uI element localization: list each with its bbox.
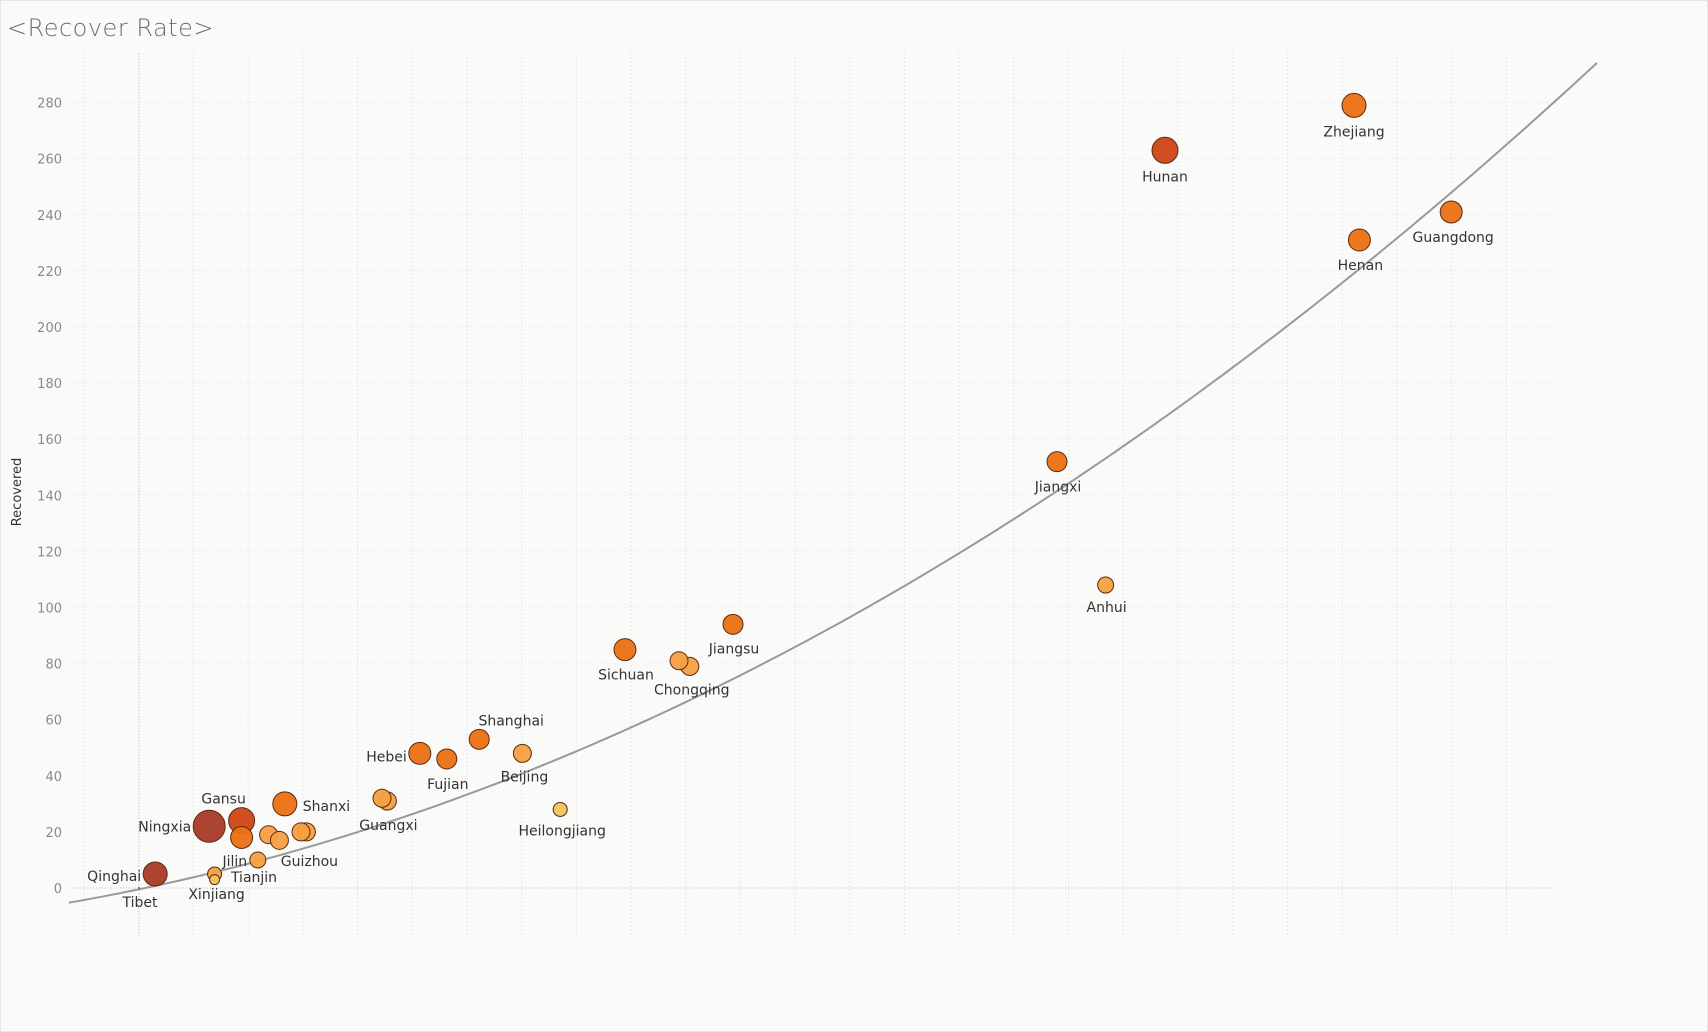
point-label-henan: Henan: [1338, 258, 1383, 274]
point-label-ningxia: Ningxia: [138, 819, 191, 835]
point-label-hunan: Hunan: [1142, 169, 1188, 185]
point-label-tianjin: Tianjin: [230, 870, 277, 886]
point-layer: [138, 92, 1463, 889]
y-tick-label: 120: [37, 545, 62, 560]
data-point-sichuan[interactable]: [613, 638, 637, 662]
axis-layer: 0 20 40 60 80 100 120 140 160 180 200 220 240 260 280 R…: [10, 97, 62, 897]
data-point-shanghai[interactable]: [468, 728, 490, 750]
y-tick-label: 160: [37, 433, 62, 448]
data-point-qinghai[interactable]: [142, 861, 168, 887]
point-label-sichuan: Sichuan: [598, 668, 654, 684]
data-point-guangdong[interactable]: [1439, 200, 1463, 224]
point-label-heilongjiang: Heilongjiang: [519, 823, 606, 839]
point-label-tibet: Tibet: [122, 895, 159, 911]
data-point-shanxi[interactable]: [272, 791, 298, 817]
data-point-hunan[interactable]: [1151, 136, 1179, 164]
point-label-chongqing: Chongqing: [654, 682, 730, 698]
point-label-hebei: Hebei: [366, 749, 407, 765]
point-label-guangxi: Guangxi: [359, 818, 417, 834]
data-point-henan[interactable]: [1347, 228, 1371, 252]
grid-layer: [69, 53, 1557, 936]
point-label-guangdong: Guangdong: [1413, 230, 1494, 246]
data-point[interactable]: [372, 788, 392, 808]
data-point[interactable]: [209, 874, 221, 886]
y-tick-label: 20: [45, 826, 62, 841]
trend-layer: [68, 62, 1598, 904]
point-label-anhui: Anhui: [1087, 600, 1127, 616]
data-point-zhejiang[interactable]: [1341, 92, 1367, 118]
point-label-shanxi: Shanxi: [303, 799, 350, 815]
y-tick-label: 80: [45, 658, 62, 673]
point-label-beijing: Beijing: [501, 769, 549, 785]
point-label-fujian: Fujian: [427, 777, 468, 793]
point-label-gansu: Gansu: [201, 792, 245, 808]
point-label-jiangsu: Jiangsu: [708, 641, 760, 657]
data-point[interactable]: [669, 651, 689, 671]
y-tick-label: 40: [45, 770, 62, 785]
data-point[interactable]: [230, 826, 254, 850]
data-point-anhui[interactable]: [1097, 576, 1115, 594]
y-tick-label: 200: [37, 321, 62, 336]
data-point[interactable]: [291, 822, 311, 842]
data-point-jiangxi[interactable]: [1046, 451, 1068, 473]
point-label-zhejiang: Zhejiang: [1323, 124, 1384, 140]
y-axis-label: Recovered: [10, 458, 25, 527]
data-point-heilongjiang[interactable]: [552, 801, 568, 817]
data-point-beijing[interactable]: [512, 743, 532, 763]
point-label-qinghai: Qinghai: [87, 869, 141, 885]
data-point-hebei[interactable]: [408, 741, 432, 765]
data-point-ningxia[interactable]: [192, 809, 226, 843]
point-label-xinjiang: Xinjiang: [188, 887, 244, 903]
y-tick-label: 100: [37, 602, 62, 617]
data-point-jiangsu[interactable]: [722, 613, 744, 635]
label-layer: Zhejiang Hunan Guangdong Henan Jiangxi Anhui J…: [87, 124, 1494, 911]
data-point-tibet[interactable]: [138, 887, 140, 889]
data-point[interactable]: [269, 830, 289, 850]
point-label-jiangxi: Jiangxi: [1034, 480, 1082, 496]
point-label-jilin: Jilin: [221, 854, 247, 870]
point-label-shanghai: Shanghai: [478, 713, 543, 729]
trend-line: [68, 62, 1598, 904]
point-label-guizhou: Guizhou: [281, 854, 338, 870]
y-tick-label: 220: [37, 265, 62, 280]
y-tick-label: 260: [37, 153, 62, 168]
chart-title: <Recover Rate>: [7, 14, 214, 42]
y-tick-label: 240: [37, 209, 62, 224]
y-tick-label: 180: [37, 377, 62, 392]
y-tick-label: 140: [37, 489, 62, 504]
data-point-jilin[interactable]: [249, 851, 267, 869]
data-point-fujian[interactable]: [436, 748, 458, 770]
y-tick-label: 0: [54, 882, 62, 897]
y-tick-label: 280: [37, 97, 62, 112]
y-tick-label: 60: [45, 714, 62, 729]
